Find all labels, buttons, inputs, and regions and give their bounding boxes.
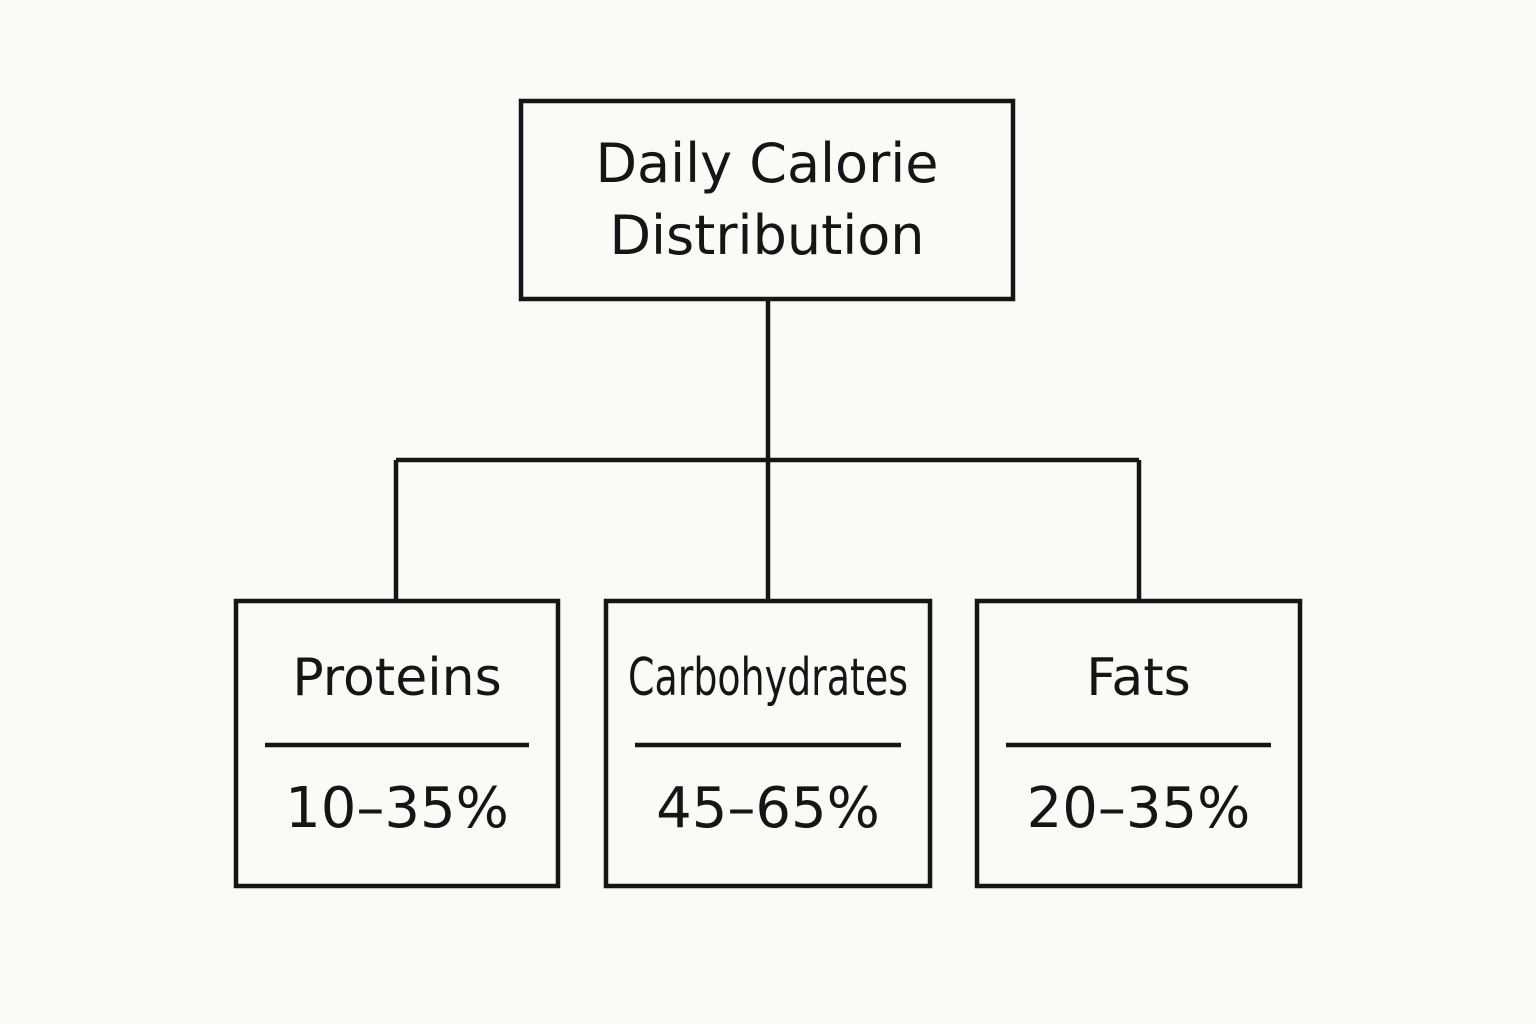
node-box [233,598,561,889]
node-label: Proteins [292,648,501,708]
node-range: 10–35% [285,776,509,841]
node-group: Proteins 10–35% Carbohydrates 45–65% Fats 20–… [233,598,1303,889]
node-range: 45–65% [656,776,880,841]
root-title: Daily Calorie Distribution [595,132,939,267]
connector [393,299,1142,601]
node-range: 20–35% [1027,776,1251,841]
node-label: Carbohydrates [628,648,908,708]
node-box [603,598,933,889]
node-label: Fats [1086,648,1190,708]
node-box [974,598,1303,889]
